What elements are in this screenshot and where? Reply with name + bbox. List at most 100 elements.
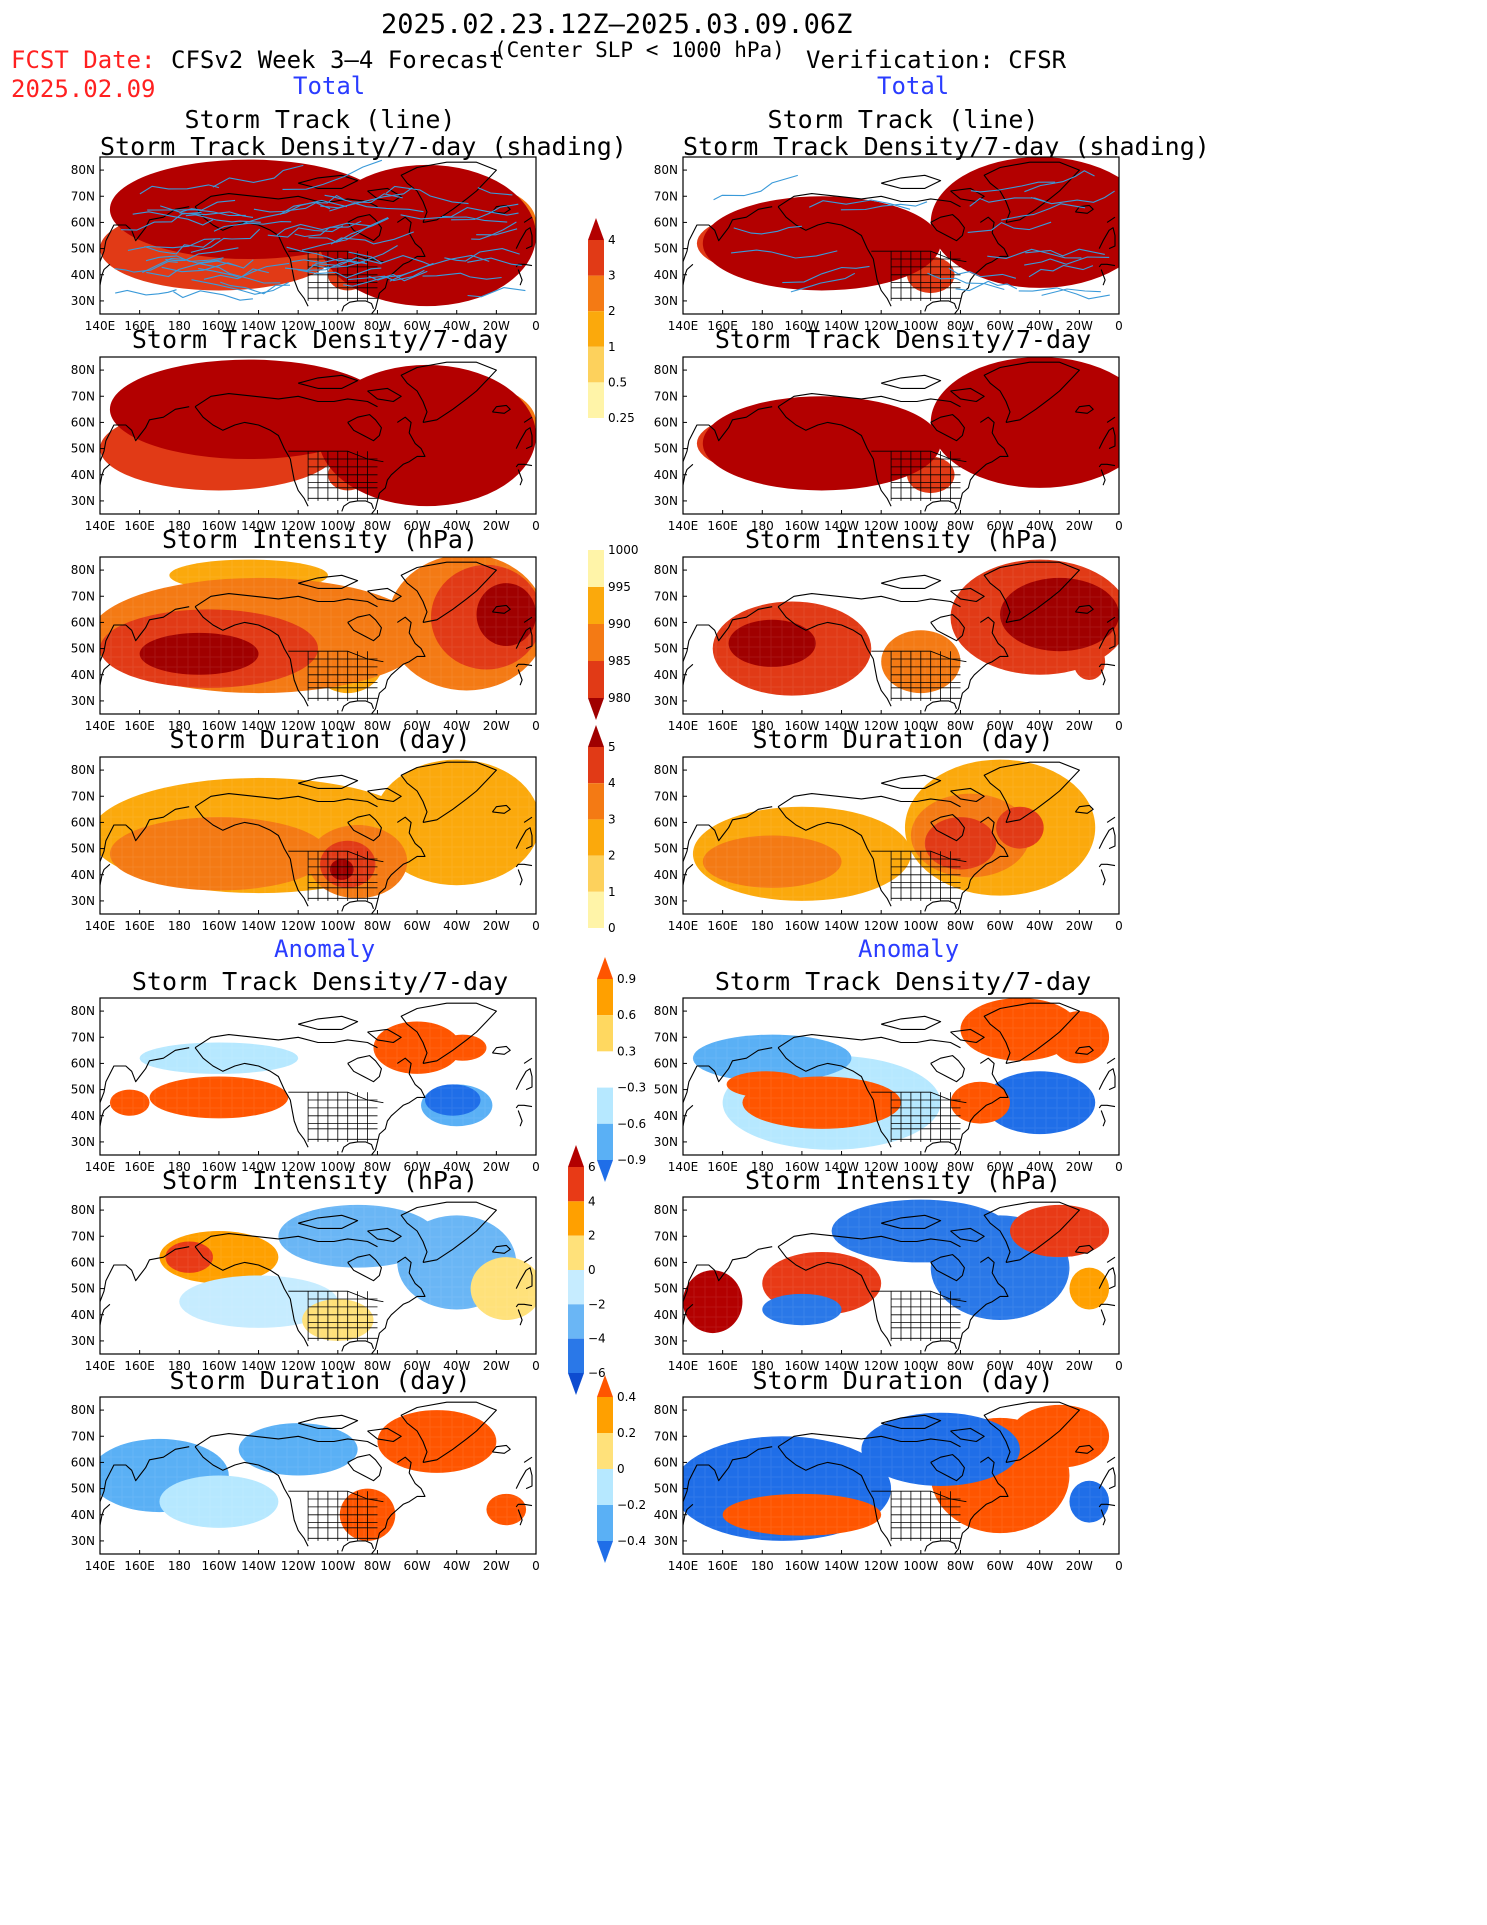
lon-label: 140E: [668, 719, 699, 733]
field-contour: [109, 159, 388, 260]
map-duration-anomaly-forecast: 140E 160E 180 160W 140W 120W 100W 80W 60W 40W 20W 0…: [71, 1396, 540, 1573]
storm-track-line: [808, 199, 911, 210]
lon-label: 160E: [124, 1359, 154, 1373]
coastline: [298, 1414, 359, 1429]
map-track-verification: 140E 160E 180 160W 140W 120W 100W 80W 60W 40W 20W 0…: [654, 156, 1123, 333]
lon-label: 160W: [202, 319, 237, 333]
colorbar-cap: [597, 1160, 613, 1182]
coastline: [983, 361, 1080, 423]
plot-frame: [682, 1396, 1120, 1555]
lon-label: 100W: [320, 1359, 355, 1373]
coastline: [881, 1015, 942, 1030]
colorbar-label: 0: [608, 921, 616, 935]
lon-label: 180: [751, 1559, 774, 1573]
lon-label: 140W: [824, 1160, 859, 1174]
plot-frame: [99, 156, 537, 315]
coastline: [341, 1340, 375, 1352]
coastline: [371, 416, 426, 514]
coastline: [1074, 204, 1094, 214]
storm-track-line: [291, 258, 366, 264]
colorbar-segment: [588, 819, 604, 856]
lat-label: 30N: [654, 694, 678, 708]
coastline: [367, 1028, 402, 1044]
panel-title-intensity-left: Storm Intensity (hPa): [161, 525, 479, 554]
coastline: [371, 1256, 426, 1354]
coastline: [1098, 1503, 1116, 1508]
coastline: [683, 1246, 773, 1302]
map-duration-verification: 140E 160E 180 160W 140W 120W 100W 80W 60W 40W 20W 0…: [654, 756, 1123, 933]
colorbar-segment: [568, 1338, 584, 1373]
lat-label: 40N: [71, 468, 95, 482]
coastline: [1106, 416, 1116, 423]
lon-label: 180: [751, 519, 774, 533]
panel-title-duration-right: Storm Duration (day): [752, 725, 1054, 754]
lon-label: 160W: [202, 519, 237, 533]
lat-label: 30N: [71, 1135, 95, 1149]
storm-track-line: [927, 272, 1005, 291]
lat-label: 70N: [654, 189, 678, 203]
map-intensity-anomaly-forecast: 140E 160E 180 160W 140W 120W 100W 80W 60W 40W 20W 0…: [71, 1196, 540, 1373]
coastline: [194, 806, 309, 907]
colorbar-label: 0.4: [617, 1390, 636, 1404]
lon-label: 60W: [987, 719, 1014, 733]
lat-label: 60N: [654, 1455, 678, 1469]
lat-label: 40N: [654, 268, 678, 282]
coastline: [777, 393, 961, 408]
lon-label: 80W: [947, 1559, 974, 1573]
lat-label: 80N: [654, 563, 678, 577]
storm-track-line: [955, 280, 1018, 292]
storm-track-line: [970, 181, 1056, 193]
lat-label: 40N: [71, 1508, 95, 1522]
lat-label: 70N: [71, 1229, 95, 1243]
colorbar-label: 0.25: [608, 411, 635, 425]
storm-track-line: [948, 267, 1017, 279]
storm-track-line: [132, 211, 214, 226]
storm-track-line: [467, 257, 522, 266]
lon-label: 120W: [281, 919, 316, 933]
coastline: [523, 216, 533, 223]
colorbar-label: 1: [608, 340, 616, 354]
field-contour: [702, 396, 941, 491]
colorbar-label: 1000: [608, 543, 639, 557]
coastline: [930, 1454, 965, 1482]
coastline: [954, 1256, 1009, 1354]
lon-label: 120W: [864, 319, 899, 333]
lon-label: 60W: [987, 1559, 1014, 1573]
lon-label: 160E: [124, 719, 154, 733]
storm-track-line: [161, 259, 254, 273]
lon-label: 20W: [1066, 1160, 1093, 1174]
lon-label: 40W: [443, 719, 470, 733]
colorbar-cap: [588, 528, 604, 550]
colorbar-label: −0.3: [617, 1081, 646, 1095]
lon-label: 0: [532, 319, 540, 333]
lon-label: 120W: [864, 719, 899, 733]
storm-track-line: [1024, 170, 1095, 193]
total-label-left: Total: [293, 72, 366, 100]
storm-track-line: [144, 238, 216, 255]
coastline: [347, 1454, 382, 1482]
lon-label: 160E: [707, 519, 738, 533]
coastline: [298, 774, 359, 789]
coastline: [400, 361, 497, 423]
plot-frame: [99, 1396, 537, 1555]
lon-label: 80W: [364, 919, 391, 933]
lat-label: 30N: [71, 1534, 95, 1548]
lon-label: 180: [751, 1359, 774, 1373]
colorbar-cap: [588, 725, 604, 747]
coastline: [924, 700, 958, 712]
lon-label: 0: [1115, 719, 1123, 733]
storm-track-line: [279, 194, 347, 215]
lat-label: 70N: [71, 789, 95, 803]
lat-label: 70N: [654, 589, 678, 603]
coastline: [881, 374, 942, 389]
lon-label: 80W: [364, 1359, 391, 1373]
coastline: [924, 1540, 958, 1552]
lat-label: 70N: [654, 1229, 678, 1243]
coastline: [523, 1456, 533, 1463]
coastline: [1074, 604, 1094, 614]
lat-label: 30N: [654, 1135, 678, 1149]
lat-label: 40N: [71, 1109, 95, 1123]
colorbar-segment: [597, 1015, 613, 1052]
lat-label: 40N: [654, 1308, 678, 1322]
coastlines: [683, 1401, 1116, 1554]
